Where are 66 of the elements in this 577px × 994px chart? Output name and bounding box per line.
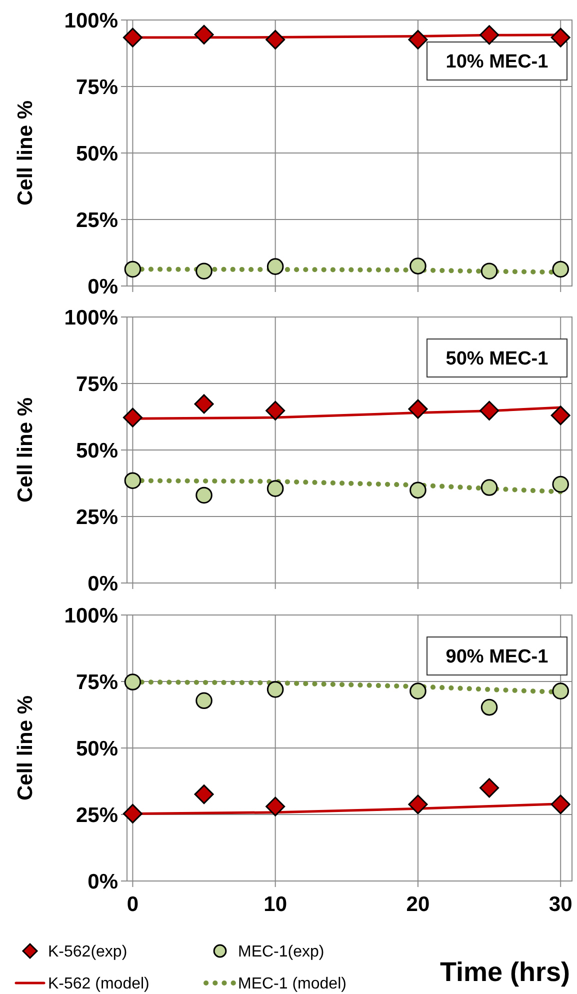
point xyxy=(480,778,500,798)
point xyxy=(550,794,570,814)
y-tick-label: 50% xyxy=(76,737,118,760)
point xyxy=(266,258,284,275)
legend-label: MEC-1(exp) xyxy=(238,944,324,961)
point xyxy=(480,262,498,280)
y-axis-title: Cell line % xyxy=(14,695,37,801)
y-tick-label: 25% xyxy=(76,804,118,827)
point xyxy=(550,28,570,48)
legend-label: K-562 (model) xyxy=(48,976,150,993)
annotation: 50% MEC-1 xyxy=(446,348,549,370)
point xyxy=(408,30,428,50)
x-tick-label: 30 xyxy=(548,893,572,916)
point xyxy=(552,476,569,493)
point xyxy=(480,479,498,496)
point xyxy=(408,399,428,419)
annotation: 90% MEC-1 xyxy=(446,646,549,668)
point xyxy=(552,682,569,700)
x-tick-label: 20 xyxy=(406,893,430,916)
x-tick-label: 10 xyxy=(264,893,288,916)
y-axis-title: Cell line % xyxy=(14,397,37,503)
y-tick-label: 100% xyxy=(64,306,118,330)
point xyxy=(266,480,284,497)
y-tick-label: 0% xyxy=(88,275,118,298)
point xyxy=(196,262,212,280)
y-axis-title: Cell line % xyxy=(14,100,37,206)
point xyxy=(194,394,214,414)
x-axis-title: Time (hrs) xyxy=(440,957,570,987)
legend-label: MEC-1 (model) xyxy=(238,976,346,993)
point xyxy=(552,260,569,278)
point xyxy=(410,682,426,700)
point xyxy=(122,28,142,48)
point xyxy=(196,486,212,504)
point xyxy=(266,30,286,50)
point xyxy=(266,681,284,698)
y-tick-label: 25% xyxy=(76,506,118,529)
legend-label: K-562(exp) xyxy=(48,944,128,961)
point xyxy=(124,472,142,489)
point xyxy=(480,400,500,420)
y-tick-label: 75% xyxy=(76,372,118,396)
point xyxy=(266,400,286,420)
point xyxy=(194,24,214,44)
point xyxy=(480,698,498,716)
y-tick-label: 25% xyxy=(76,208,118,232)
y-tick-label: 50% xyxy=(76,439,118,462)
y-tick-label: 50% xyxy=(76,142,118,166)
point xyxy=(194,784,214,804)
y-tick-label: 75% xyxy=(76,76,118,99)
y-tick-label: 0% xyxy=(88,572,118,596)
point xyxy=(480,25,500,45)
point xyxy=(196,692,212,710)
point xyxy=(124,674,142,690)
point xyxy=(410,258,426,274)
y-tick-label: 100% xyxy=(64,604,118,628)
x-tick-label: 0 xyxy=(126,893,139,916)
point xyxy=(122,408,142,428)
point xyxy=(124,260,142,278)
point xyxy=(550,406,570,426)
point xyxy=(122,804,142,824)
y-tick-label: 0% xyxy=(88,870,118,894)
annotation: 10% MEC-1 xyxy=(446,52,549,73)
y-tick-label: 75% xyxy=(76,670,118,694)
point xyxy=(410,482,426,499)
point xyxy=(266,796,286,816)
point xyxy=(408,794,428,814)
y-tick-label: 100% xyxy=(64,9,118,32)
